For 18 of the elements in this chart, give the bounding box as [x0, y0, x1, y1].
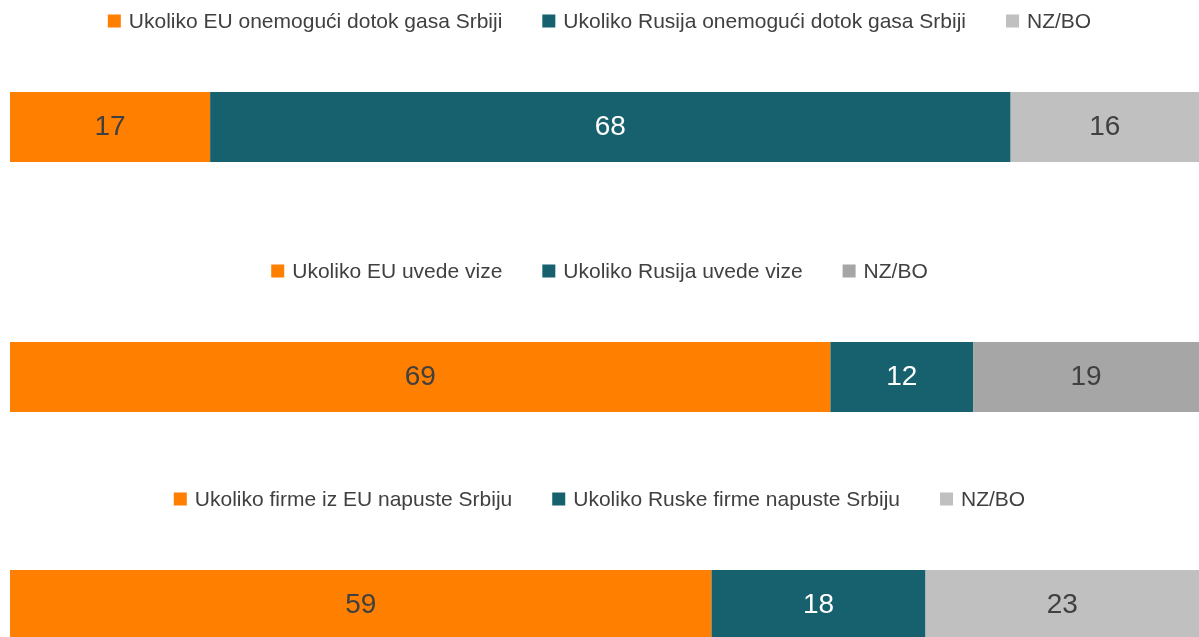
data-label: 59	[345, 588, 377, 620]
legend-label: NZ/BO	[961, 486, 1026, 510]
legend-label: NZ/BO	[1027, 8, 1092, 32]
legend-label: Ukoliko Rusija uvede vize	[563, 258, 803, 282]
data-label: 19	[1070, 360, 1102, 392]
legend-label: Ukoliko EU uvede vize	[292, 258, 503, 282]
legend-label: Ukoliko Ruske firme napuste Srbiju	[573, 486, 901, 510]
data-label: 68	[594, 110, 626, 142]
data-label: 12	[886, 360, 918, 392]
legend-label: NZ/BO	[863, 258, 928, 282]
data-label: 23	[1046, 588, 1078, 620]
legend-label: Ukoliko firme iz EU napuste Srbiju	[194, 486, 513, 510]
data-label: 17	[94, 110, 126, 142]
data-label: 69	[404, 360, 436, 392]
data-label: 16	[1089, 110, 1121, 142]
legend-label: Ukoliko EU onemogući dotok gasa Srbiji	[128, 8, 503, 32]
legend-label: Ukoliko Rusija onemogući dotok gasa Srbiji	[563, 8, 967, 32]
data-label: 18	[802, 588, 835, 620]
